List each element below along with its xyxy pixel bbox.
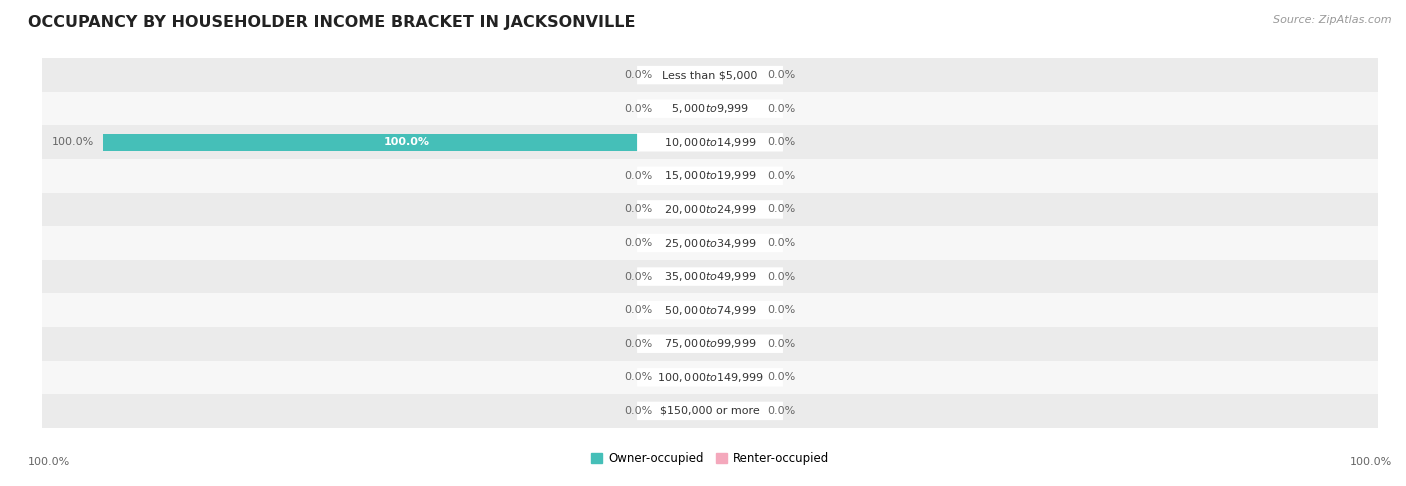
Bar <box>42 294 1378 327</box>
Bar <box>42 92 1378 125</box>
Bar <box>661 368 710 386</box>
Bar <box>42 125 1378 159</box>
Bar <box>661 67 710 84</box>
Bar <box>661 201 710 218</box>
Bar <box>710 402 759 419</box>
FancyBboxPatch shape <box>637 401 783 420</box>
FancyBboxPatch shape <box>637 368 783 386</box>
Text: 0.0%: 0.0% <box>624 305 652 315</box>
Bar <box>661 402 710 419</box>
Bar <box>42 192 1378 226</box>
Text: 0.0%: 0.0% <box>768 137 796 147</box>
Text: 0.0%: 0.0% <box>624 70 652 80</box>
Text: $100,000 to $149,999: $100,000 to $149,999 <box>657 371 763 384</box>
Bar <box>42 394 1378 428</box>
Text: 0.0%: 0.0% <box>768 339 796 349</box>
Text: 0.0%: 0.0% <box>624 372 652 382</box>
Text: 0.0%: 0.0% <box>768 104 796 114</box>
Text: $35,000 to $49,999: $35,000 to $49,999 <box>664 270 756 283</box>
FancyBboxPatch shape <box>637 334 783 353</box>
Text: 0.0%: 0.0% <box>768 305 796 315</box>
Bar <box>710 167 759 185</box>
FancyBboxPatch shape <box>637 267 783 286</box>
Text: $20,000 to $24,999: $20,000 to $24,999 <box>664 203 756 216</box>
Bar <box>710 67 759 84</box>
Text: $150,000 or more: $150,000 or more <box>661 406 759 416</box>
Bar <box>661 268 710 285</box>
Bar <box>661 167 710 185</box>
Text: 100.0%: 100.0% <box>384 137 429 147</box>
Bar <box>710 234 759 252</box>
Text: $75,000 to $99,999: $75,000 to $99,999 <box>664 337 756 350</box>
Legend: Owner-occupied, Renter-occupied: Owner-occupied, Renter-occupied <box>586 447 834 470</box>
Bar <box>710 335 759 352</box>
Text: $50,000 to $74,999: $50,000 to $74,999 <box>664 304 756 317</box>
Bar <box>42 58 1378 92</box>
Bar <box>103 134 710 151</box>
FancyBboxPatch shape <box>637 200 783 219</box>
Text: 0.0%: 0.0% <box>768 272 796 281</box>
Text: 0.0%: 0.0% <box>768 238 796 248</box>
Text: OCCUPANCY BY HOUSEHOLDER INCOME BRACKET IN JACKSONVILLE: OCCUPANCY BY HOUSEHOLDER INCOME BRACKET … <box>28 15 636 30</box>
Bar <box>661 335 710 352</box>
Bar <box>42 159 1378 192</box>
Text: 0.0%: 0.0% <box>624 205 652 214</box>
Text: 0.0%: 0.0% <box>768 205 796 214</box>
Bar <box>710 268 759 285</box>
Text: $15,000 to $19,999: $15,000 to $19,999 <box>664 169 756 182</box>
FancyBboxPatch shape <box>637 234 783 252</box>
Text: 0.0%: 0.0% <box>624 339 652 349</box>
FancyBboxPatch shape <box>637 301 783 319</box>
Bar <box>42 226 1378 260</box>
Text: 0.0%: 0.0% <box>624 406 652 416</box>
Text: $25,000 to $34,999: $25,000 to $34,999 <box>664 237 756 249</box>
Text: 0.0%: 0.0% <box>768 372 796 382</box>
Text: 0.0%: 0.0% <box>624 272 652 281</box>
Text: 100.0%: 100.0% <box>28 456 70 467</box>
Text: 0.0%: 0.0% <box>768 171 796 181</box>
Text: $5,000 to $9,999: $5,000 to $9,999 <box>671 102 749 115</box>
FancyBboxPatch shape <box>637 133 783 152</box>
Bar <box>710 368 759 386</box>
Bar <box>42 361 1378 394</box>
Text: 0.0%: 0.0% <box>768 406 796 416</box>
Bar <box>710 201 759 218</box>
Bar <box>661 234 710 252</box>
Bar <box>661 100 710 118</box>
Bar <box>710 301 759 319</box>
FancyBboxPatch shape <box>637 100 783 118</box>
FancyBboxPatch shape <box>637 167 783 185</box>
Text: 100.0%: 100.0% <box>1350 456 1392 467</box>
Text: Source: ZipAtlas.com: Source: ZipAtlas.com <box>1274 15 1392 25</box>
Bar <box>661 301 710 319</box>
Bar <box>42 260 1378 294</box>
Text: 0.0%: 0.0% <box>624 104 652 114</box>
Text: Less than $5,000: Less than $5,000 <box>662 70 758 80</box>
Text: 0.0%: 0.0% <box>624 238 652 248</box>
FancyBboxPatch shape <box>637 66 783 85</box>
Bar <box>42 327 1378 361</box>
Text: $10,000 to $14,999: $10,000 to $14,999 <box>664 136 756 149</box>
Text: 0.0%: 0.0% <box>624 171 652 181</box>
Bar <box>710 100 759 118</box>
Text: 0.0%: 0.0% <box>768 70 796 80</box>
Text: 100.0%: 100.0% <box>52 137 94 147</box>
Bar <box>710 134 759 151</box>
